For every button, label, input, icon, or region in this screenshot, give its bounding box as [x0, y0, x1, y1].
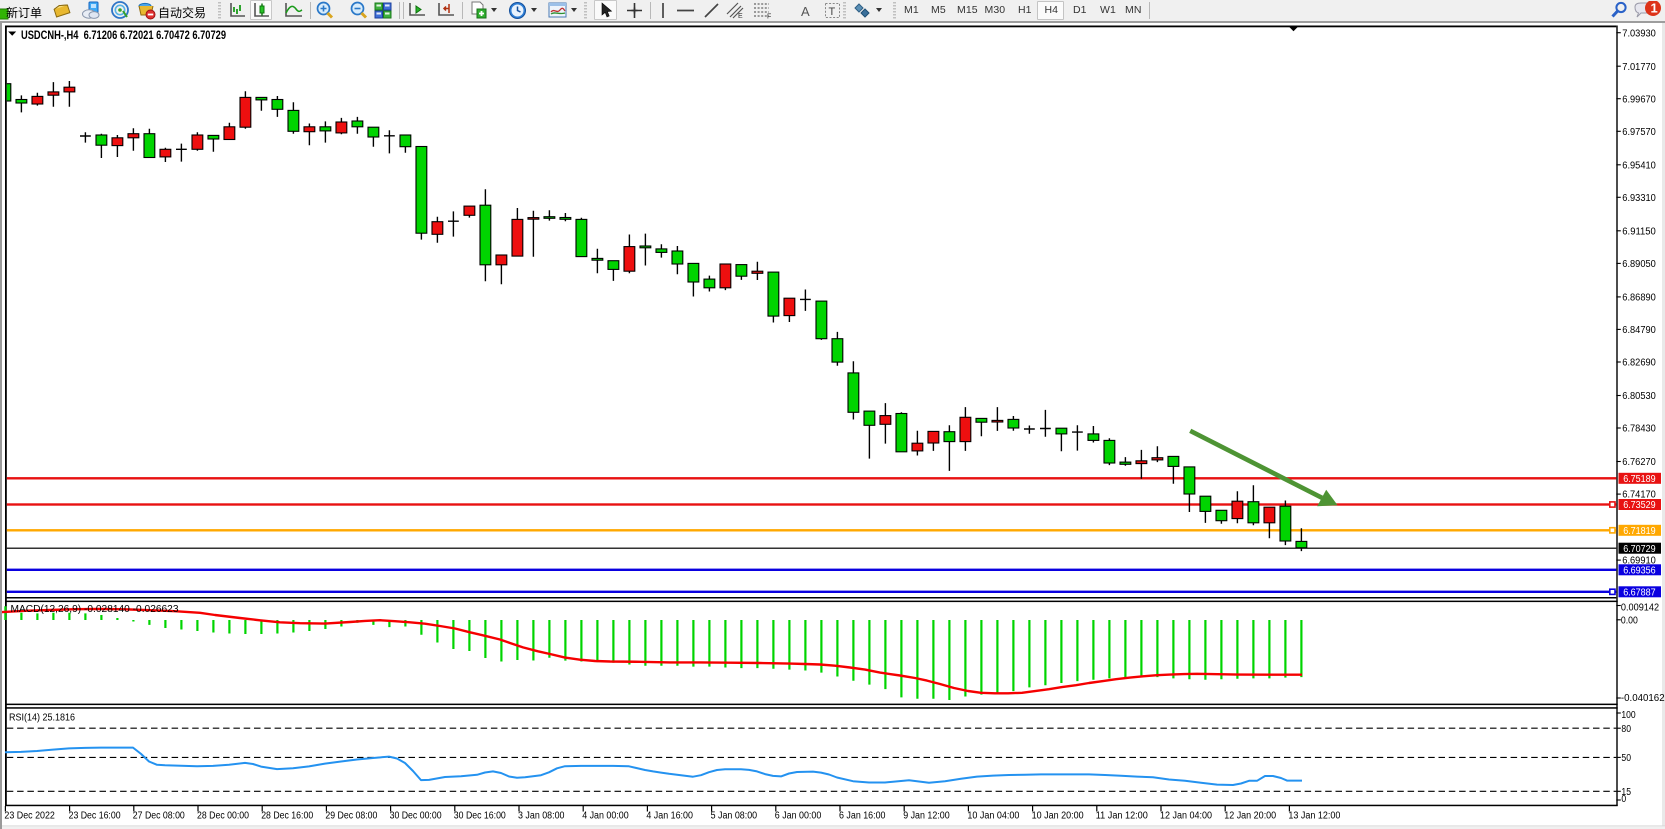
svg-text:29 Dec 08:00: 29 Dec 08:00: [325, 811, 377, 822]
svg-text:100: 100: [1621, 710, 1636, 721]
svg-text:6.86890: 6.86890: [1622, 293, 1656, 304]
svg-text:28 Dec 00:00: 28 Dec 00:00: [197, 811, 249, 822]
svg-text:F: F: [767, 14, 771, 20]
svg-text:6 Jan 00:00: 6 Jan 00:00: [775, 811, 822, 822]
svg-text:12 Jan 20:00: 12 Jan 20:00: [1224, 811, 1276, 822]
svg-text:10 Jan 04:00: 10 Jan 04:00: [967, 811, 1019, 822]
svg-text:6.69910: 6.69910: [1622, 556, 1656, 567]
svg-text:6.95410: 6.95410: [1622, 160, 1656, 171]
svg-text:6.91150: 6.91150: [1622, 226, 1656, 237]
svg-text:6.74170: 6.74170: [1622, 490, 1656, 501]
svg-text:50: 50: [1621, 753, 1631, 764]
svg-text:27 Dec 08:00: 27 Dec 08:00: [133, 811, 185, 822]
svg-text:4 Jan 16:00: 4 Jan 16:00: [646, 811, 693, 822]
svg-text:6.78430: 6.78430: [1622, 424, 1656, 435]
svg-text:-0.040162: -0.040162: [1621, 693, 1665, 704]
svg-text:23 Dec 2022: 23 Dec 2022: [4, 811, 55, 822]
svg-text:0.009142: 0.009142: [1621, 603, 1660, 614]
svg-text:6.73529: 6.73529: [1623, 500, 1656, 511]
svg-text:T: T: [829, 6, 836, 18]
svg-text:6.67887: 6.67887: [1623, 588, 1656, 599]
svg-text:6.93310: 6.93310: [1622, 193, 1656, 204]
svg-text:7.03930: 7.03930: [1622, 28, 1656, 39]
svg-text:6.84790: 6.84790: [1622, 325, 1656, 336]
svg-text:0.00: 0.00: [1621, 616, 1638, 627]
svg-text:11 Jan 12:00: 11 Jan 12:00: [1096, 811, 1148, 822]
svg-text:E: E: [738, 13, 743, 19]
svg-text:3 Jan 08:00: 3 Jan 08:00: [518, 811, 565, 822]
svg-text:12 Jan 04:00: 12 Jan 04:00: [1160, 811, 1212, 822]
svg-text:6.71819: 6.71819: [1623, 526, 1656, 537]
svg-text:9 Jan 12:00: 9 Jan 12:00: [903, 811, 950, 822]
svg-text:6.99670: 6.99670: [1622, 94, 1656, 105]
svg-text:6.69356: 6.69356: [1623, 566, 1656, 577]
svg-text:6.82690: 6.82690: [1622, 358, 1656, 369]
svg-text:4 Jan 00:00: 4 Jan 00:00: [582, 811, 629, 822]
svg-text:6.80530: 6.80530: [1622, 391, 1656, 402]
svg-text:6.75189: 6.75189: [1623, 474, 1656, 485]
svg-text:1: 1: [1651, 1, 1658, 16]
svg-text:5 Jan 08:00: 5 Jan 08:00: [711, 811, 758, 822]
svg-text:6.76270: 6.76270: [1622, 457, 1656, 468]
svg-text:7.01770: 7.01770: [1622, 62, 1656, 73]
svg-text:80: 80: [1621, 724, 1631, 735]
svg-text:6.89050: 6.89050: [1622, 259, 1656, 270]
svg-text:28 Dec 16:00: 28 Dec 16:00: [261, 811, 313, 822]
svg-text:10 Jan 20:00: 10 Jan 20:00: [1032, 811, 1084, 822]
svg-text:23 Dec 16:00: 23 Dec 16:00: [69, 811, 121, 822]
svg-text:30 Dec 00:00: 30 Dec 00:00: [390, 811, 442, 822]
svg-text:RSI(14) 25.1816: RSI(14) 25.1816: [9, 713, 76, 724]
svg-text:USDCNH-,H4 6.71206 6.72021 6.: USDCNH-,H4 6.71206 6.72021 6.70472 6.707…: [21, 28, 226, 42]
svg-text:13 Jan 12:00: 13 Jan 12:00: [1288, 811, 1340, 822]
svg-text:6 Jan 16:00: 6 Jan 16:00: [839, 811, 886, 822]
svg-text:15: 15: [1621, 787, 1631, 798]
svg-text:6.70729: 6.70729: [1623, 544, 1656, 555]
svg-text:0: 0: [1621, 794, 1626, 805]
svg-text:6.97570: 6.97570: [1622, 127, 1656, 138]
svg-text:30 Dec 16:00: 30 Dec 16:00: [454, 811, 506, 822]
svg-text:MACD(12,26,9) -0.028140 -0.026: MACD(12,26,9) -0.028140 -0.026623: [11, 604, 180, 615]
